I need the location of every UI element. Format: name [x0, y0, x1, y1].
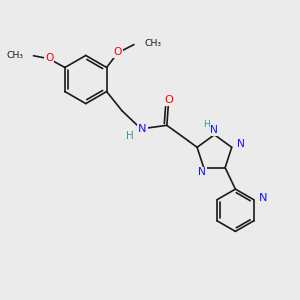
Text: CH₃: CH₃	[144, 39, 161, 48]
Text: N: N	[138, 124, 147, 134]
Text: CH₃: CH₃	[6, 51, 23, 60]
Text: H: H	[203, 120, 210, 129]
Text: N: N	[237, 139, 245, 149]
Text: O: O	[114, 47, 122, 57]
Text: N: N	[210, 125, 218, 135]
Text: O: O	[45, 53, 53, 63]
Text: N: N	[198, 167, 206, 177]
Text: N: N	[259, 193, 268, 203]
Text: O: O	[164, 95, 173, 105]
Text: H: H	[126, 131, 134, 141]
